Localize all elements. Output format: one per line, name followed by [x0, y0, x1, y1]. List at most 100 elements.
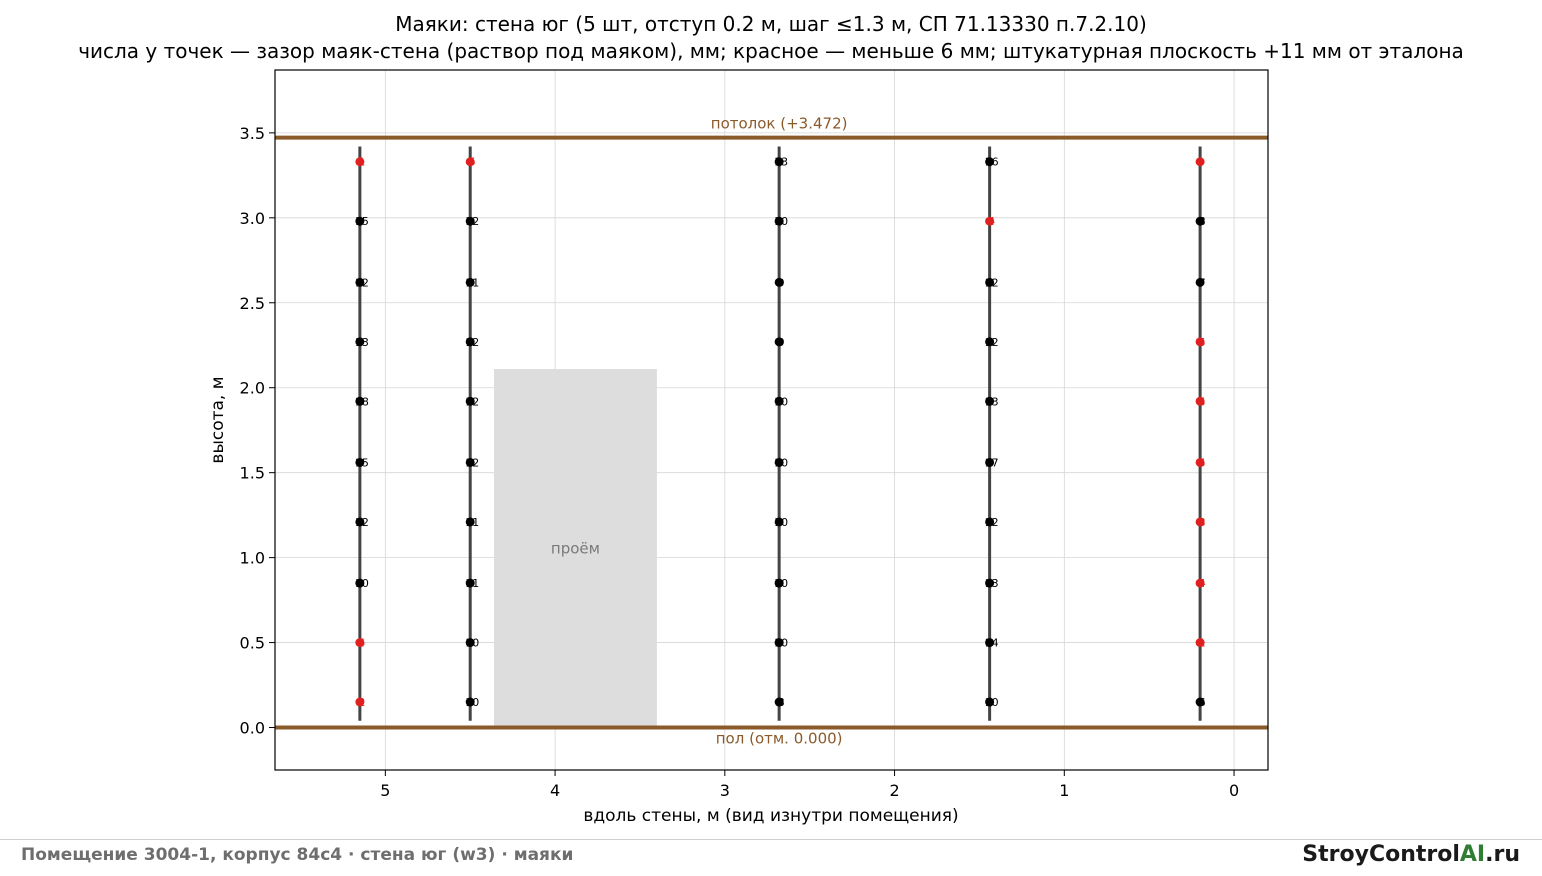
x-tick-label: 3	[720, 781, 730, 800]
beacon-point	[1195, 157, 1205, 167]
x-tick-label: 5	[380, 781, 390, 800]
beacon-gap-label: 12	[985, 516, 999, 529]
beacon-point	[985, 697, 995, 707]
beacon-gap-label: 7	[1199, 276, 1206, 289]
beacon-point	[465, 277, 475, 287]
plot-area: проём потолок (+3.472) пол (отм. 0.000) 2 4 1…	[240, 69, 1269, 800]
beacon-point	[355, 216, 365, 226]
beacon-point	[1195, 517, 1205, 527]
beacon-point	[465, 157, 475, 167]
beacon-gap-label: 10	[774, 456, 788, 469]
beacon-gap-label: 11	[465, 577, 479, 590]
beacon-gap-label: 12	[985, 276, 999, 289]
beacon-point	[465, 216, 475, 226]
beacon-point	[985, 157, 995, 167]
y-tick-label: 0.0	[240, 719, 265, 738]
brand-ai: AI	[1459, 842, 1486, 867]
y-tick-label: 3.0	[240, 209, 265, 228]
beacon-point	[355, 578, 365, 588]
beacon-point	[1195, 638, 1205, 648]
chart-title: Маяки: стена юг (5 шт, отступ 0.2 м, шаг…	[395, 12, 1147, 36]
beacon-point	[774, 578, 784, 588]
beacon-gap-label: 10	[774, 637, 788, 650]
beacon-gap-label: 8	[1199, 215, 1206, 228]
beacon-gap-label: 13	[355, 336, 369, 349]
ceiling-label: потолок (+3.472)	[711, 115, 848, 133]
beacon-point	[1195, 457, 1205, 467]
beacon-gap-label: 5	[1199, 456, 1206, 469]
beacon-gap-label: 10	[774, 395, 788, 408]
beacon-gap-label: 15	[355, 215, 369, 228]
beacon-gap-label: 13	[985, 395, 999, 408]
beacon-point	[355, 337, 365, 347]
beacon-gap-label: 12	[465, 215, 479, 228]
beacon-point	[1195, 578, 1205, 588]
beacon-gap-label: 4	[1199, 577, 1206, 590]
beacon-point	[1195, 337, 1205, 347]
y-tick-label: 2.0	[240, 379, 265, 398]
footer-divider	[0, 839, 1542, 840]
beacon-point	[355, 157, 365, 167]
beacon-gap-label: 10	[774, 516, 788, 529]
x-tick-label: 4	[550, 781, 560, 800]
beacon-gap-label: 5	[1199, 395, 1206, 408]
beacon-point	[774, 638, 784, 648]
beacon-point	[465, 638, 475, 648]
beacon-gap-label: 17	[985, 456, 999, 469]
x-axis-label: вдоль стены, м (вид изнутри помещения)	[583, 806, 958, 826]
beacon-gap-label: 16	[985, 156, 999, 169]
beacon-gap-label: 12	[465, 456, 479, 469]
beacon-chart: Маяки: стена юг (5 шт, отступ 0.2 м, шаг…	[78, 12, 1464, 826]
beacon-point	[355, 697, 365, 707]
beacon-gap-label: 9	[778, 336, 785, 349]
beacon-point	[774, 396, 784, 406]
beacon-gap-label: 10	[774, 215, 788, 228]
beacon-point	[985, 638, 995, 648]
floor-label: пол (отм. 0.000)	[716, 730, 843, 748]
beacon-point	[465, 517, 475, 527]
beacon-point	[774, 337, 784, 347]
beacon-point	[985, 517, 995, 527]
door-opening	[493, 369, 657, 728]
beacon-gap-label: 14	[985, 637, 999, 650]
beacon-point	[465, 337, 475, 347]
beacon-gap-label: 11	[465, 276, 479, 289]
beacon-gap-label: 4	[988, 215, 995, 228]
beacon-point	[985, 216, 995, 226]
brand-logo: StroyControlAI.ru	[1302, 842, 1520, 867]
beacon-point	[1195, 396, 1205, 406]
beacon-gap-label: 6	[1199, 696, 1206, 709]
beacon-gap-label: 10	[355, 577, 369, 590]
beacon-gap-label: 9	[778, 276, 785, 289]
beacon-gap-label: 3	[1199, 516, 1206, 529]
beacon-point	[355, 277, 365, 287]
beacon-point	[774, 157, 784, 167]
beacon-gap-label: 12	[465, 395, 479, 408]
beacon-point	[355, 638, 365, 648]
beacon-gap-label: 12	[355, 516, 369, 529]
y-tick-label: 0.5	[240, 634, 265, 653]
beacon-gap-label: 5	[469, 156, 476, 169]
y-axis-label: высота, м	[208, 376, 228, 463]
brand-tld: .ru	[1485, 842, 1520, 867]
beacon-gap-label: 15	[355, 456, 369, 469]
beacon-point	[774, 517, 784, 527]
beacon-point	[465, 396, 475, 406]
beacon-point	[774, 277, 784, 287]
beacon-point	[465, 457, 475, 467]
brand-main: StroyControl	[1302, 842, 1460, 867]
beacon-point	[985, 337, 995, 347]
beacon-point	[985, 277, 995, 287]
beacon-point	[774, 697, 784, 707]
y-tick-label: 2.5	[240, 294, 265, 313]
beacon-gap-label: 12	[985, 336, 999, 349]
beacon-gap-label: 18	[355, 395, 369, 408]
beacon-point	[465, 578, 475, 588]
beacon-gap-label: 1	[358, 156, 365, 169]
x-tick-label: 2	[889, 781, 899, 800]
beacon-gap-label: 8	[778, 696, 785, 709]
chart-subtitle: числа у точек — зазор маяк-стена (раство…	[78, 39, 1464, 63]
footer-room-info: Помещение 3004-1, корпус 84с4 · стена юг…	[21, 845, 574, 865]
beacon-gap-label: 5	[1199, 336, 1206, 349]
beacon-gap-label: 10	[985, 696, 999, 709]
